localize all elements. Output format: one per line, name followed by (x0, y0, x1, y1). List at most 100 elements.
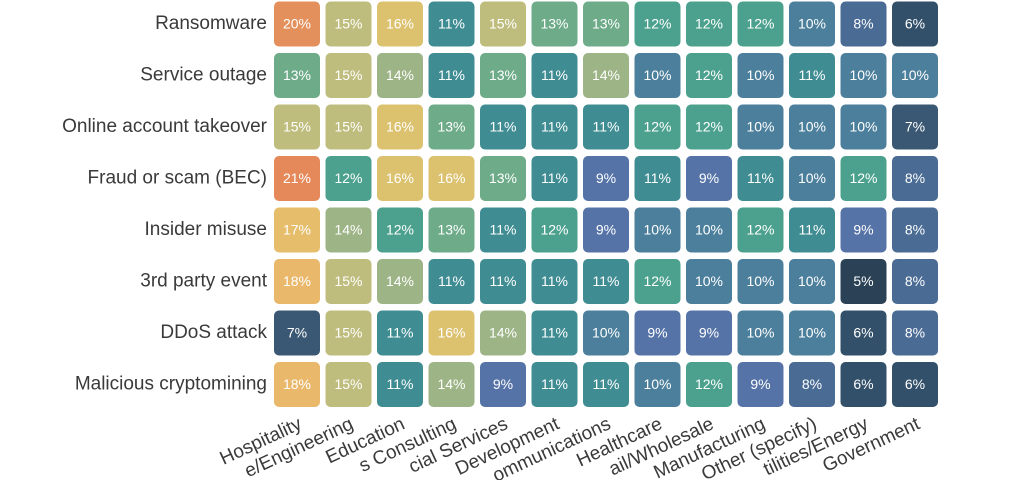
cell (892, 310, 938, 356)
cell (325, 156, 372, 201)
cell (892, 362, 938, 407)
cell-label: 10% (798, 170, 826, 186)
cell-label: 13% (540, 16, 568, 32)
cell (686, 259, 732, 304)
cell (789, 259, 835, 304)
cell (583, 310, 629, 356)
cell-label: 10% (746, 325, 774, 341)
cell (737, 310, 784, 356)
cell-label: 14% (334, 222, 362, 238)
cell (428, 259, 475, 304)
cell-label: 20% (283, 16, 311, 32)
cell-label: 16% (386, 170, 414, 186)
cell (325, 310, 372, 356)
cell (634, 259, 681, 304)
cell (634, 1, 681, 47)
cell-label: 12% (334, 170, 362, 186)
cell-label: 16% (437, 325, 465, 341)
cell-label: 11% (438, 273, 465, 289)
cell (428, 1, 475, 47)
cell (531, 1, 578, 47)
cell-label: 12% (746, 222, 774, 238)
cell (377, 1, 423, 47)
cell (840, 104, 887, 150)
cell-label: 11% (541, 376, 568, 392)
cell-label: 9% (853, 222, 873, 238)
cell-label: 10% (798, 273, 826, 289)
cell-label: 10% (695, 222, 723, 238)
cell (583, 259, 629, 304)
cell-label: 7% (287, 325, 307, 341)
cell-label: 16% (386, 16, 414, 32)
cell-label: 12% (540, 222, 568, 238)
cell-label: 11% (593, 273, 620, 289)
cell-label: 11% (593, 119, 620, 135)
cell-label: 11% (387, 325, 414, 341)
cell (531, 104, 578, 150)
cell (840, 207, 887, 253)
cell-label: 15% (334, 16, 362, 32)
cell (480, 310, 526, 356)
cell-label: 14% (489, 325, 517, 341)
cell (634, 207, 681, 253)
cell-label: 16% (386, 119, 414, 135)
cell-label: 10% (798, 16, 826, 32)
cell-label: 13% (592, 16, 620, 32)
cell-label: 15% (283, 119, 311, 135)
cell-label: 15% (334, 273, 362, 289)
cell-label: 9% (699, 170, 719, 186)
cell (686, 53, 732, 98)
cell-label: 10% (798, 119, 826, 135)
cell-label: 11% (747, 170, 774, 186)
cell (274, 53, 320, 98)
cell-label: 15% (334, 67, 362, 83)
cell (377, 259, 423, 304)
cell-label: 6% (905, 16, 925, 32)
cell-label: 10% (849, 119, 877, 135)
cell-label: 14% (437, 376, 465, 392)
cell-label: 9% (750, 376, 770, 392)
cell (737, 207, 784, 253)
cell-label: 11% (541, 67, 568, 83)
cell-label: 11% (438, 16, 465, 32)
cell (892, 156, 938, 201)
cell (634, 156, 681, 201)
cell (428, 104, 475, 150)
cell (531, 362, 578, 407)
cell-label: 15% (334, 376, 362, 392)
cell (737, 104, 784, 150)
cell-label: 10% (746, 273, 774, 289)
cell-label: 8% (905, 325, 925, 341)
cell (377, 156, 423, 201)
cell (325, 104, 372, 150)
cell-label: 8% (905, 273, 925, 289)
cell (480, 259, 526, 304)
cell (634, 104, 681, 150)
cell (737, 53, 784, 98)
cell-label: 17% (283, 222, 311, 238)
cell (377, 207, 423, 253)
cell-label: 8% (905, 170, 925, 186)
cell (480, 156, 526, 201)
cell (428, 156, 475, 201)
cell (789, 53, 835, 98)
cell (686, 104, 732, 150)
cell (634, 310, 681, 356)
cell (377, 104, 423, 150)
cell-label: 12% (695, 67, 723, 83)
cell-label: 9% (493, 376, 513, 392)
cell (274, 310, 320, 356)
cell-label: 9% (699, 325, 719, 341)
cell (583, 156, 629, 201)
cell (480, 1, 526, 47)
cell (325, 207, 372, 253)
cell (274, 259, 320, 304)
cell-label: 6% (853, 325, 873, 341)
cell (531, 259, 578, 304)
cell (789, 1, 835, 47)
cell (480, 53, 526, 98)
cell-label: 12% (643, 16, 671, 32)
row-label: Fraud or scam (BEC) (88, 168, 267, 189)
